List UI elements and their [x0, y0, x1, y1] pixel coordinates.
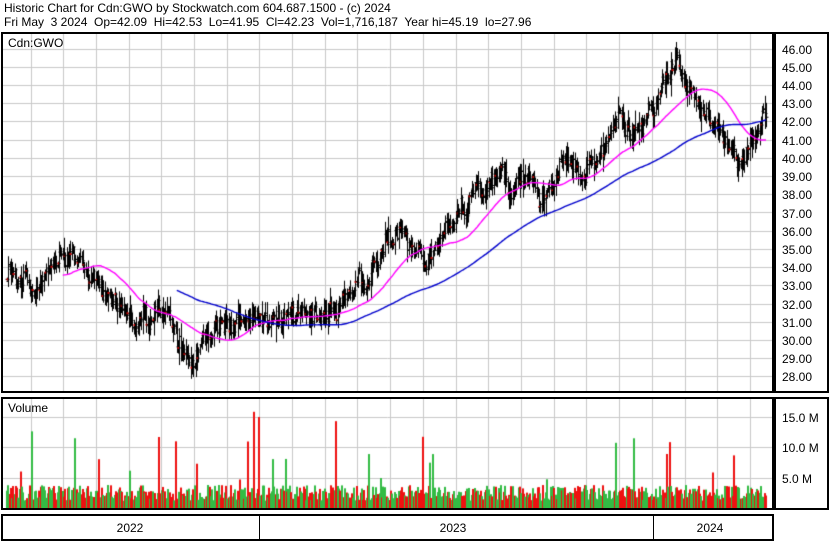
- price-axis-tick: 33.00: [782, 279, 813, 294]
- price-chart-panel[interactable]: [1, 32, 774, 393]
- time-axis-year-label: 2022: [116, 521, 144, 535]
- price-axis-tick: 29.00: [782, 352, 813, 367]
- price-axis-tick: 38.00: [782, 188, 813, 203]
- volume-axis-tick: 15.0 M: [782, 411, 819, 426]
- year-divider: [259, 516, 260, 539]
- time-axis-panel: 2022 2023 2024: [1, 514, 774, 541]
- price-axis-tick: 36.00: [782, 224, 813, 239]
- price-axis-tick: 39.00: [782, 170, 813, 185]
- price-axis-tick: 45.00: [782, 60, 813, 75]
- price-axis-tick: 37.00: [782, 206, 813, 221]
- volume-y-axis: 15.0 M 10.0 M 5.0 M: [774, 397, 829, 510]
- price-chart-canvas[interactable]: [3, 34, 772, 391]
- price-axis-tick: 43.00: [782, 97, 813, 112]
- volume-chart-panel[interactable]: [1, 397, 774, 510]
- price-axis-tick: 46.00: [782, 42, 813, 57]
- volume-panel-label: Volume: [8, 401, 49, 415]
- time-axis-year-label: 2024: [696, 521, 724, 535]
- price-axis-tick: 40.00: [782, 151, 813, 166]
- volume-axis-tick: 5.0 M: [782, 471, 813, 486]
- price-axis-tick: 44.00: [782, 79, 813, 93]
- price-axis-tick: 31.00: [782, 315, 813, 330]
- price-axis-tick: 41.00: [782, 133, 813, 148]
- price-axis-tick: 28.00: [782, 370, 813, 385]
- price-panel-label: Cdn:GWO: [8, 36, 64, 50]
- price-axis-tick: 30.00: [782, 334, 813, 348]
- year-divider: [653, 516, 654, 539]
- price-axis-tick: 34.00: [782, 261, 813, 276]
- volume-chart-canvas[interactable]: [3, 399, 772, 508]
- price-y-axis: 46.00 45.00 44.00 43.00 42.00 41.00 40.00 39.00…: [774, 32, 829, 393]
- chart-quote-line: Fri May 3 2024 Op=42.09 Hi=42.53 Lo=41.9…: [4, 15, 532, 29]
- chart-title-line: Historic Chart for Cdn:GWO by Stockwatch…: [4, 1, 391, 15]
- volume-axis-tick: 10.0 M: [782, 441, 819, 456]
- price-axis-tick: 35.00: [782, 242, 813, 257]
- time-axis-year-label: 2023: [439, 521, 467, 535]
- price-axis-tick: 42.00: [782, 115, 813, 130]
- price-axis-tick: 32.00: [782, 297, 813, 312]
